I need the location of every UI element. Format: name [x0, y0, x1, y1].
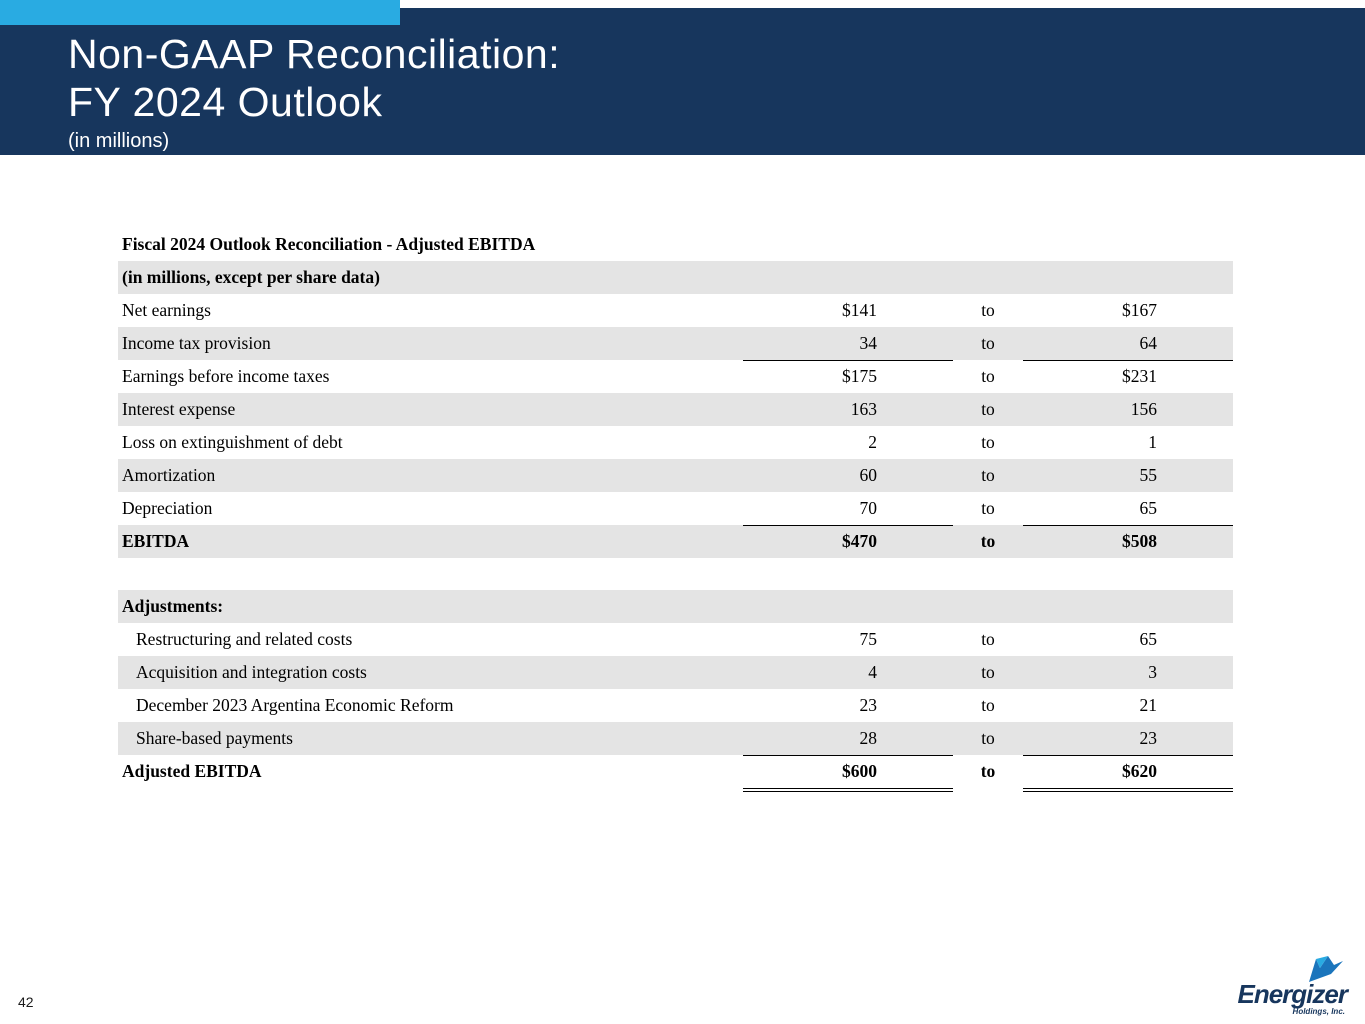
row-high-value — [1023, 590, 1233, 623]
reconciliation-table: Fiscal 2024 Outlook Reconciliation - Adj… — [118, 228, 1233, 792]
row-separator: to — [980, 531, 996, 551]
top-accent-bar — [0, 0, 400, 25]
table-row-adjustments-header: Adjustments: — [118, 590, 1233, 623]
row-separator: to — [981, 662, 995, 682]
table-row: Income tax provision 34 to 64 — [118, 327, 1233, 361]
slide-subtitle: (in millions) — [68, 130, 170, 152]
table-row: Interest expense 163 to 156 — [118, 393, 1233, 426]
table-row: Acquisition and integration costs 4 to 3 — [118, 656, 1233, 689]
slide-title-line1: Non-GAAP Reconciliation: — [68, 31, 561, 77]
row-separator: to — [981, 300, 995, 320]
row-label: Share-based payments — [136, 728, 293, 748]
row-low-value: 28 — [743, 722, 953, 756]
row-high-value: 156 — [1130, 399, 1157, 419]
table-row: Restructuring and related costs 75 to 65 — [118, 623, 1233, 656]
row-separator: to — [981, 498, 995, 518]
row-label: EBITDA — [122, 531, 190, 551]
table-row: December 2023 Argentina Economic Reform … — [118, 689, 1233, 722]
row-low-value: 75 — [859, 629, 878, 649]
energizer-logo: Energizer Holdings, Inc. — [1217, 956, 1349, 1016]
row-low-value: 23 — [859, 695, 878, 715]
row-label: Depreciation — [122, 498, 213, 518]
row-low-value: 70 — [743, 492, 953, 526]
table-row: Depreciation 70 to 65 — [118, 492, 1233, 526]
table-row: Net earnings $141 to $167 — [118, 294, 1233, 327]
row-low-value: 163 — [850, 399, 877, 419]
slide-title-line2: FY 2024 Outlook — [68, 79, 383, 125]
row-separator: to — [981, 366, 995, 386]
table-row-adjusted-ebitda: Adjusted EBITDA $600 to $620 — [118, 755, 1233, 792]
row-label: Amortization — [122, 465, 216, 485]
row-label: Net earnings — [122, 300, 211, 320]
row-separator — [953, 590, 1023, 623]
logo-swoosh-icon — [1309, 956, 1343, 982]
slide-header: Non-GAAP Reconciliation: FY 2024 Outlook… — [68, 30, 560, 154]
row-separator: to — [980, 761, 996, 781]
page-number: 42 — [18, 994, 34, 1010]
table-note-row: (in millions, except per share data) — [118, 261, 1233, 294]
row-label: December 2023 Argentina Economic Reform — [136, 695, 454, 715]
row-low-value — [743, 590, 953, 623]
table-row: Share-based payments 28 to 23 — [118, 722, 1233, 756]
row-label: Restructuring and related costs — [136, 629, 353, 649]
row-low-value: 60 — [859, 465, 878, 485]
row-label: Interest expense — [122, 399, 236, 419]
row-high-value: $620 — [1023, 755, 1233, 792]
table-note: (in millions, except per share data) — [122, 267, 380, 287]
logo-wordmark: Energizer — [1237, 979, 1349, 1009]
header-top-strip — [400, 8, 1365, 25]
row-high-value: 65 — [1139, 629, 1158, 649]
row-high-value: $231 — [1122, 366, 1157, 386]
row-low-value: $470 — [842, 531, 877, 551]
logo-subtext: Holdings, Inc. — [1292, 1007, 1345, 1016]
row-label: Income tax provision — [122, 333, 271, 353]
table-row: Loss on extinguishment of debt 2 to 1 — [118, 426, 1233, 459]
row-high-value: 1 — [1148, 432, 1157, 452]
row-label: Earnings before income taxes — [122, 366, 330, 386]
row-low-value: 4 — [868, 662, 877, 682]
row-label: Loss on extinguishment of debt — [122, 432, 343, 452]
row-high-value: $508 — [1122, 531, 1157, 551]
row-high-value: 64 — [1023, 327, 1233, 361]
table-row-ebitda: EBITDA $470 to $508 — [118, 525, 1233, 558]
row-separator: to — [981, 333, 995, 353]
row-separator: to — [981, 465, 995, 485]
row-low-value: $175 — [842, 366, 877, 386]
row-high-value: 3 — [1148, 662, 1157, 682]
row-high-value: 65 — [1023, 492, 1233, 526]
row-separator: to — [981, 432, 995, 452]
row-label: Acquisition and integration costs — [136, 662, 367, 682]
table-row: Amortization 60 to 55 — [118, 459, 1233, 492]
row-separator: to — [981, 728, 995, 748]
row-label: Adjusted EBITDA — [122, 761, 262, 781]
row-label: Adjustments: — [122, 596, 224, 616]
row-separator: to — [981, 695, 995, 715]
row-separator: to — [981, 629, 995, 649]
header-band — [0, 25, 1365, 155]
row-low-value: 2 — [868, 432, 877, 452]
row-low-value: $600 — [743, 755, 953, 792]
row-high-value: 23 — [1023, 722, 1233, 756]
table-title: Fiscal 2024 Outlook Reconciliation - Adj… — [122, 234, 536, 254]
row-low-value: 34 — [743, 327, 953, 361]
row-high-value: 21 — [1139, 695, 1158, 715]
row-separator: to — [981, 399, 995, 419]
row-high-value: $167 — [1122, 300, 1157, 320]
row-low-value: $141 — [842, 300, 877, 320]
table-row: Earnings before income taxes $175 to $23… — [118, 360, 1233, 393]
row-high-value: 55 — [1139, 465, 1158, 485]
